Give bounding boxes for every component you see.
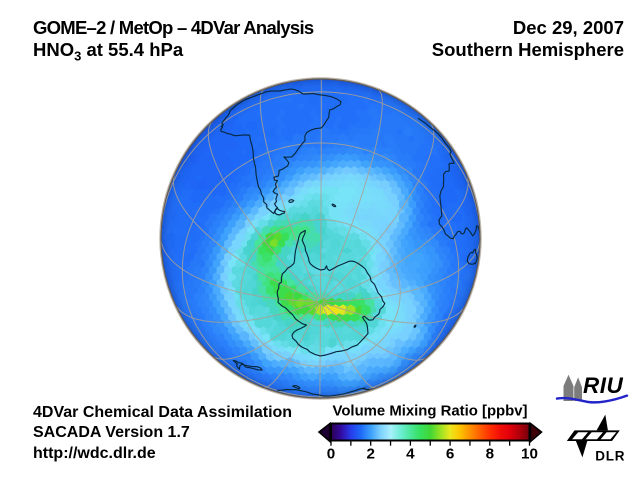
svg-text:RIU: RIU [583, 373, 624, 398]
svg-text:8: 8 [486, 446, 494, 463]
svg-text:0: 0 [327, 446, 335, 463]
svg-text:10: 10 [521, 446, 538, 463]
svg-text:Volume Mixing Ratio [ppbv]: Volume Mixing Ratio [ppbv] [333, 403, 528, 419]
svg-text:6: 6 [446, 446, 454, 463]
svg-text:DLR: DLR [595, 448, 625, 463]
svg-text:2: 2 [366, 446, 374, 463]
svg-text:4: 4 [406, 446, 415, 463]
